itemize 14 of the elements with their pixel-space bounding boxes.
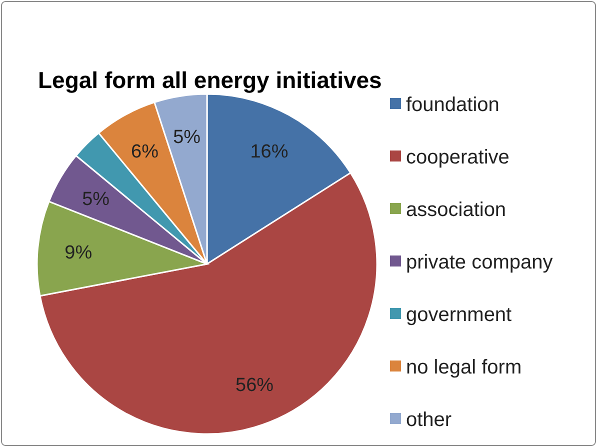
legend-label: no legal form	[406, 356, 522, 378]
data-label: 16%	[250, 141, 288, 162]
legend-label: government	[406, 304, 512, 326]
legend-label: association	[406, 199, 506, 221]
chart-title: Legal form all energy initiatives	[38, 67, 382, 93]
data-label: 5%	[173, 127, 201, 148]
legend-label: foundation	[406, 94, 500, 116]
data-label: 9%	[64, 242, 92, 264]
data-label: 5%	[82, 188, 110, 210]
legend-label: other	[406, 409, 452, 431]
data-label: 6%	[131, 141, 159, 162]
legend-label: private company	[406, 252, 553, 274]
data-label: 56%	[236, 374, 274, 396]
legend-label: cooperative	[406, 146, 510, 168]
